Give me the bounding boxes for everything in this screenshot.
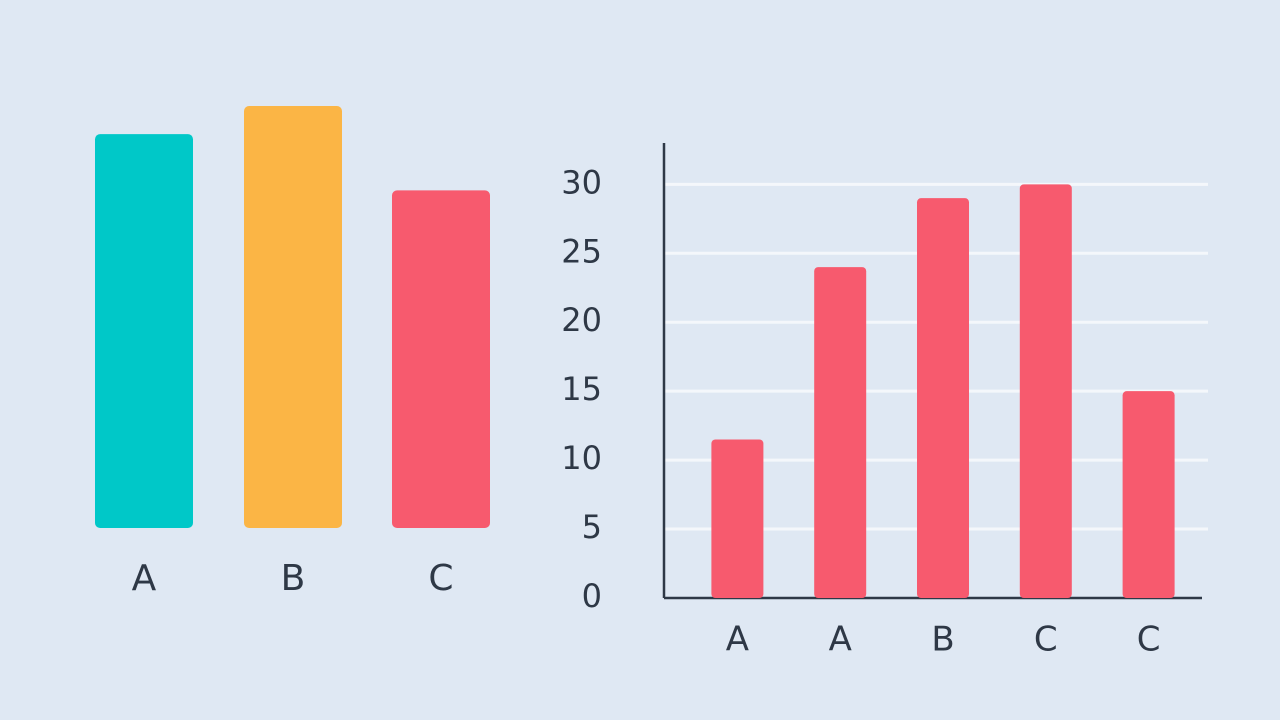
x-tick-label: C — [428, 558, 453, 599]
x-tick-label: C — [1137, 620, 1161, 660]
x-tick-label: B — [281, 558, 306, 599]
bar — [244, 106, 342, 528]
x-tick-label: B — [931, 620, 954, 660]
bar — [711, 439, 764, 598]
y-tick-label: 10 — [561, 439, 602, 477]
y-tick-label: 30 — [561, 163, 602, 201]
y-tick-label: 5 — [582, 508, 602, 546]
x-tick-label: A — [829, 620, 852, 660]
y-tick-label: 0 — [582, 577, 602, 615]
bar — [1122, 391, 1175, 598]
bar — [1019, 184, 1072, 598]
bar — [392, 190, 490, 528]
bar — [95, 134, 193, 528]
y-tick-label: 25 — [561, 232, 602, 270]
bar — [814, 267, 867, 598]
x-tick-label: A — [726, 620, 749, 660]
bar — [917, 198, 969, 598]
x-tick-label: C — [1034, 620, 1058, 660]
y-tick-label: 15 — [561, 370, 602, 408]
y-tick-label: 20 — [561, 301, 602, 339]
x-tick-label: A — [132, 558, 157, 599]
